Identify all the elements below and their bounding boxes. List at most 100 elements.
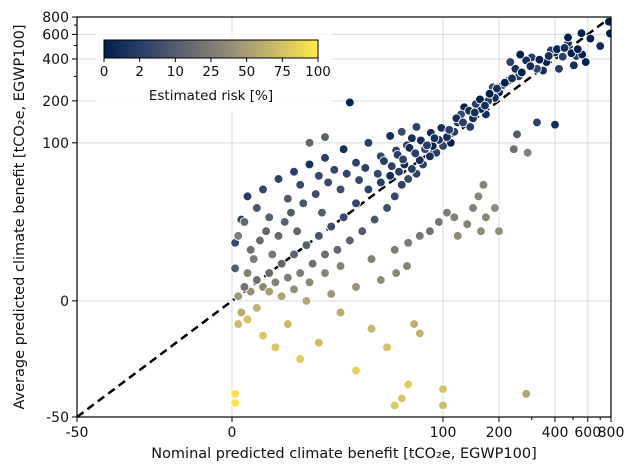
data-point: [385, 170, 396, 181]
data-point: [273, 174, 284, 184]
data-point: [382, 203, 392, 213]
colorbar-tick-label: 2: [135, 64, 144, 80]
data-point: [264, 268, 275, 278]
data-point: [559, 43, 570, 53]
data-point: [429, 133, 440, 144]
data-point: [329, 164, 340, 175]
data-point: [379, 156, 389, 166]
data-point: [396, 393, 407, 404]
data-point: [363, 137, 374, 148]
colorbar-gradient: [103, 39, 319, 59]
data-point: [403, 379, 414, 390]
data-point: [304, 277, 315, 288]
data-point: [389, 400, 400, 411]
x-tick-label: 600: [574, 425, 601, 441]
plot-frame: [76, 16, 612, 418]
data-point: [543, 51, 554, 61]
data-point: [414, 155, 425, 166]
data-point: [270, 342, 281, 353]
data-point: [490, 203, 500, 213]
data-point: [251, 275, 262, 285]
data-point: [242, 191, 253, 202]
data-point: [604, 17, 611, 27]
data-point: [403, 174, 414, 184]
x-tick-label: 200: [486, 425, 513, 441]
data-point: [264, 286, 275, 297]
data-point: [478, 179, 489, 190]
reference-line: [77, 17, 611, 417]
data-point: [425, 151, 435, 162]
data-point: [242, 314, 253, 325]
data-point: [273, 231, 284, 241]
data-point: [563, 32, 573, 43]
data-point: [595, 41, 606, 51]
data-point: [507, 73, 517, 84]
data-point: [398, 154, 408, 165]
data-point: [462, 219, 473, 230]
colorbar-tick-label: 75: [274, 64, 291, 80]
data-point: [286, 207, 296, 218]
data-point: [295, 268, 306, 278]
data-point: [320, 132, 330, 142]
data-point: [320, 153, 330, 163]
data-point: [402, 261, 412, 271]
data-point: [276, 291, 287, 302]
data-point: [396, 179, 407, 190]
x-axis-label: Nominal predicted climate benefit [tCO₂e…: [151, 446, 537, 462]
data-point: [481, 212, 491, 223]
data-point: [239, 282, 250, 292]
data-point: [396, 126, 407, 137]
data-point: [404, 143, 415, 153]
data-point: [572, 44, 583, 55]
data-point: [295, 354, 306, 364]
data-point: [332, 244, 343, 255]
data-point: [568, 60, 579, 71]
data-point: [580, 57, 591, 67]
colorbar-tick-label: 10: [167, 64, 184, 80]
colorbar-tick-label: 0: [100, 64, 109, 80]
data-point: [323, 177, 333, 188]
data-point: [351, 365, 361, 376]
data-point: [310, 189, 321, 199]
data-point: [411, 122, 422, 132]
data-point: [521, 388, 532, 399]
data-point: [233, 291, 244, 302]
data-point: [452, 231, 463, 241]
data-point: [372, 168, 383, 179]
data-point: [468, 203, 478, 213]
data-point: [438, 400, 448, 411]
data-point: [344, 235, 355, 246]
y-tick-label: 400: [42, 52, 69, 68]
data-point: [304, 159, 315, 170]
data-point: [605, 28, 611, 39]
data-point: [289, 284, 299, 295]
data-point: [389, 244, 400, 255]
data-point: [313, 231, 324, 241]
colorbar-tick-label: 100: [305, 64, 331, 80]
data-point: [292, 226, 302, 237]
data-point: [534, 54, 545, 65]
data-point: [282, 319, 293, 329]
data-point: [425, 226, 435, 237]
data-point: [267, 249, 278, 260]
data-point: [409, 319, 420, 329]
data-point: [550, 119, 560, 130]
data-point: [236, 307, 247, 318]
data-point: [363, 184, 374, 195]
data-point: [576, 28, 587, 39]
data-point: [230, 388, 240, 399]
data-point: [414, 328, 425, 339]
data-point: [366, 323, 377, 334]
data-point: [476, 226, 486, 237]
data-point: [354, 175, 364, 185]
data-point: [245, 244, 256, 255]
data-point: [475, 94, 485, 105]
data-point: [307, 258, 318, 269]
data-point: [282, 272, 293, 283]
data-point: [335, 261, 346, 271]
data-point: [494, 226, 504, 237]
data-point: [301, 296, 312, 306]
data-point: [508, 144, 519, 155]
colorbar: 0 2 10 25 50 75 100 Estimated risk [%]: [96, 34, 332, 112]
data-point: [444, 124, 455, 135]
